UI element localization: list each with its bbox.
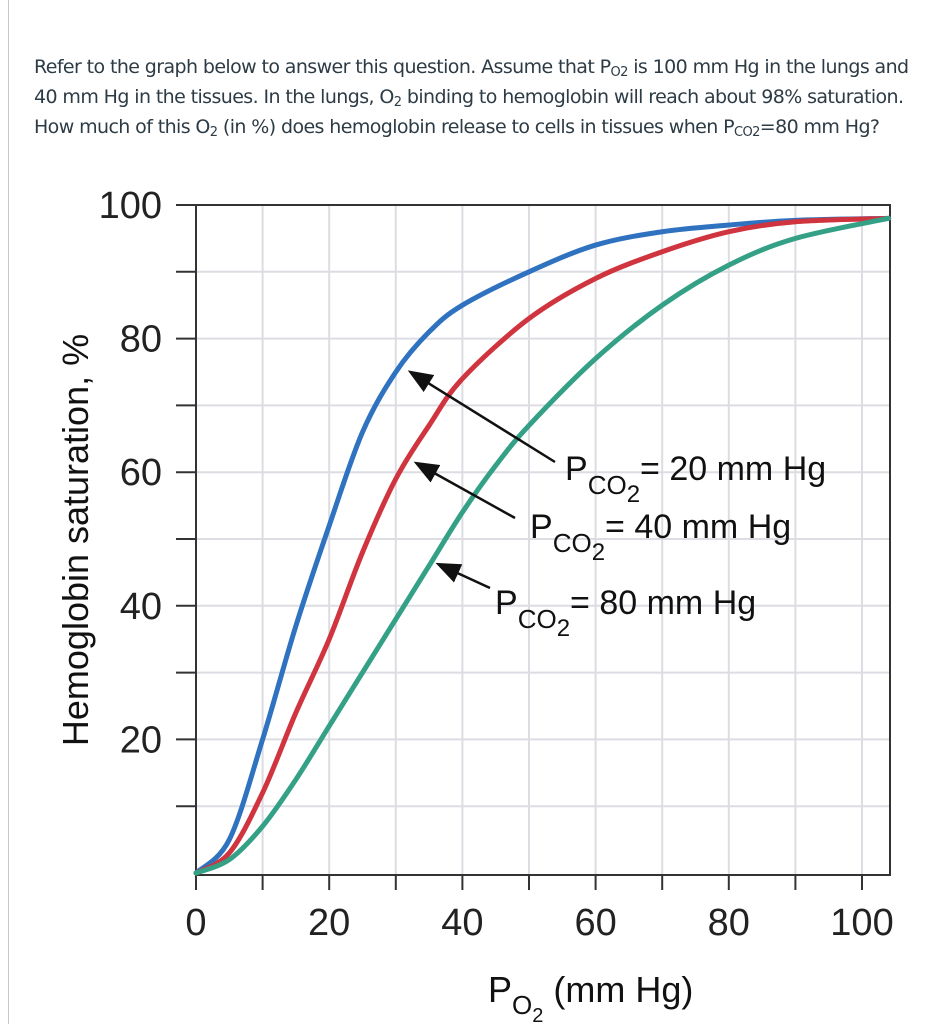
x-tick-label: 20 (308, 902, 350, 944)
x-tick-label: 100 (830, 902, 893, 944)
curve-series-0 (193, 215, 892, 876)
curve-series-2 (193, 215, 892, 876)
y-axis-label: Hemoglobin saturation, % (55, 334, 96, 746)
y-tick-label: 20 (120, 719, 162, 761)
question-text-segment: binding to hemoglobin will reach about 9… (34, 86, 904, 138)
page-border (8, 0, 9, 1024)
x-tick-label: 40 (441, 902, 483, 944)
question-text-segment: (in %) does hemoglobin release to cells … (217, 116, 735, 138)
subscript: O2 (610, 65, 629, 80)
x-tick-label: 0 (185, 902, 206, 944)
question-text-segment: is 100 mm Hg in the lungs and 40 mm Hg i… (34, 56, 909, 108)
x-axis-label: PO2 (mm Hg) (488, 969, 693, 1024)
subscript: 2 (209, 125, 218, 140)
annotation-arrow (407, 370, 556, 464)
y-tick-label: 60 (120, 452, 162, 494)
annotation-arrow (435, 562, 491, 590)
curves (193, 215, 892, 876)
y-tick-label: 80 (120, 319, 162, 361)
series-label-0: PCO2= 20 mm Hg (565, 450, 826, 508)
x-tick-label: 80 (708, 902, 750, 944)
series-label-1: PCO2= 40 mm Hg (530, 508, 791, 566)
series-label-2: PCO2= 80 mm Hg (495, 584, 756, 642)
y-tick-label: 40 (120, 586, 162, 628)
subscript: 2 (393, 95, 402, 110)
question-text: Refer to the graph below to answer this … (34, 52, 914, 142)
curve-series-1 (193, 215, 892, 876)
axis-ticks: 0 20 40 60 80 100 20 40 60 80 100 (99, 185, 894, 944)
annotation-arrows (407, 370, 556, 590)
grid (196, 204, 890, 875)
question-text-segment: =80 mm Hg? (759, 116, 880, 138)
annotation-arrow (413, 461, 516, 520)
y-tick-label: 100 (99, 185, 162, 227)
question-text-segment: Refer to the graph below to answer this … (34, 56, 611, 78)
x-tick-label: 60 (574, 902, 616, 944)
subscript: CO2 (734, 125, 760, 140)
